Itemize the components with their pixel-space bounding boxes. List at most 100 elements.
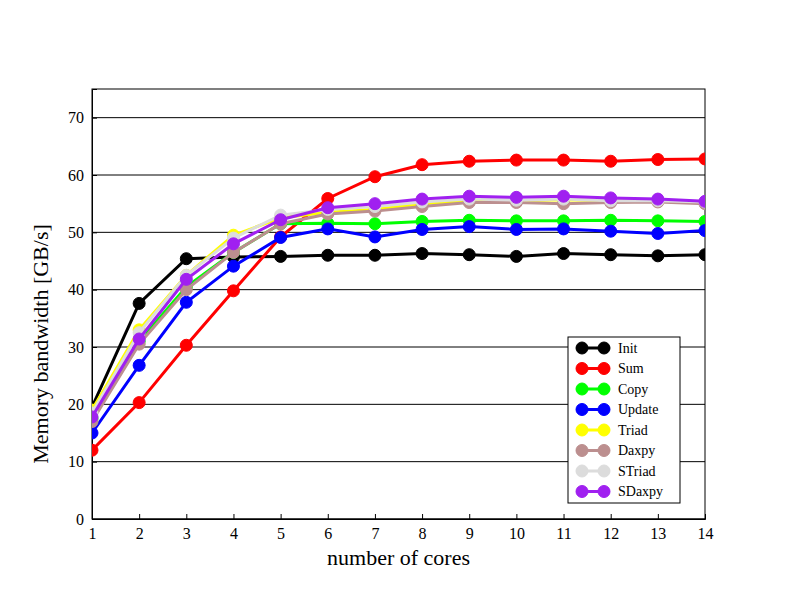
x-tick: 4: [230, 514, 238, 542]
x-tick-mark: [139, 514, 140, 519]
series-point: [510, 154, 522, 166]
y-tick-label: 20: [68, 396, 84, 413]
x-tick-mark: [186, 514, 187, 519]
legend-swatch-marker: [576, 383, 588, 395]
y-tick-mark: [92, 347, 97, 348]
x-tick-label: 1: [89, 525, 97, 542]
series-point: [322, 249, 334, 261]
y-tick-label: 10: [68, 453, 84, 470]
series-point: [416, 159, 428, 171]
y-axis: 010203040506070: [68, 90, 97, 528]
y-tick-label: 0: [76, 511, 84, 528]
legend-label: Daxpy: [618, 443, 655, 458]
series-point: [605, 249, 617, 261]
series-point: [416, 223, 428, 235]
series-point: [463, 155, 475, 167]
series-point: [558, 223, 570, 235]
x-tick-label: 8: [419, 525, 427, 542]
y-tick-mark: [92, 290, 97, 291]
legend-box: [568, 337, 680, 503]
x-tick-label: 3: [183, 525, 191, 542]
x-tick: 6: [324, 514, 332, 542]
series-point: [558, 248, 570, 260]
series-point: [510, 223, 522, 235]
x-tick: 13: [650, 514, 666, 542]
legend-swatch-marker: [598, 465, 610, 477]
series-point: [227, 260, 239, 272]
x-axis-line: [93, 514, 706, 520]
legend-swatch-marker: [576, 486, 588, 498]
legend-label: Init: [618, 341, 638, 356]
series-point: [652, 215, 664, 227]
x-tick: 3: [183, 514, 191, 542]
x-tick-mark: [281, 514, 282, 519]
series-point: [510, 250, 522, 262]
series-point: [92, 411, 98, 423]
legend: InitSumCopyUpdateTriadDaxpySTriadSDaxpy: [568, 337, 680, 503]
x-tick: 5: [277, 514, 285, 542]
grid-line: [92, 117, 705, 118]
x-tick-label: 10: [509, 525, 525, 542]
series-point: [369, 171, 381, 183]
y-tick-mark: [92, 118, 97, 119]
series-point: [133, 397, 145, 409]
x-tick-label: 6: [324, 525, 332, 542]
series-point: [652, 227, 664, 239]
legend-item: Init: [576, 341, 638, 356]
legend-item: Daxpy: [576, 443, 655, 458]
legend-swatch-marker: [598, 363, 610, 375]
x-tick-mark: [658, 514, 659, 519]
series-point: [463, 190, 475, 202]
series-point: [699, 153, 705, 165]
y-tick-label: 50: [68, 224, 84, 241]
y-tick-label: 60: [68, 167, 84, 184]
x-tick-label: 12: [603, 525, 619, 542]
legend-label: SDaxpy: [618, 484, 663, 499]
series-point: [652, 154, 664, 166]
x-tick: 8: [419, 514, 427, 542]
y-tick-mark: [92, 232, 97, 233]
series-point: [369, 218, 381, 230]
series-point: [92, 427, 98, 439]
series-point: [180, 296, 192, 308]
y-tick: 0: [76, 511, 97, 528]
grid: [92, 118, 705, 519]
plot: 1234567891011121314010203040506070InitSu…: [68, 89, 714, 542]
x-tick: 12: [603, 514, 619, 542]
x-tick-mark: [469, 514, 470, 519]
legend-swatch-marker: [576, 445, 588, 457]
series-point: [605, 192, 617, 204]
y-tick: 70: [68, 109, 97, 126]
legend-swatch-marker: [598, 445, 610, 457]
y-axis-title: Memory bandwidth [GB/s]: [28, 224, 53, 464]
series-point: [180, 253, 192, 265]
legend-swatch-marker: [598, 424, 610, 436]
y-tick: 30: [68, 339, 97, 356]
x-tick-label: 2: [136, 525, 144, 542]
series-point: [369, 231, 381, 243]
series-point: [605, 214, 617, 226]
series-point: [605, 155, 617, 167]
series-point: [275, 250, 287, 262]
legend-swatch-marker: [576, 404, 588, 416]
x-tick: 2: [136, 514, 144, 542]
legend-label: Triad: [618, 423, 648, 438]
series-point: [92, 444, 98, 456]
x-tick-label: 7: [371, 525, 379, 542]
chart: 1234567891011121314010203040506070InitSu…: [0, 0, 792, 612]
series-point: [227, 238, 239, 250]
series-point: [133, 333, 145, 345]
legend-item: Update: [576, 402, 658, 417]
x-tick: 14: [698, 514, 714, 542]
x-tick-mark: [705, 514, 706, 519]
legend-swatch-marker: [598, 486, 610, 498]
x-tick-label: 13: [650, 525, 666, 542]
series-point: [416, 193, 428, 205]
legend-swatch-marker: [598, 383, 610, 395]
y-tick-mark: [92, 175, 97, 176]
y-tick-label: 70: [68, 109, 84, 126]
legend-label: Update: [618, 402, 658, 417]
series-point: [652, 250, 664, 262]
series-point: [275, 214, 287, 226]
grid-line: [92, 175, 705, 176]
